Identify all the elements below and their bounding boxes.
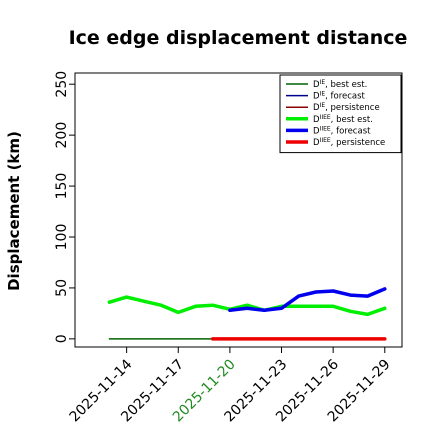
series-line — [107, 295, 387, 317]
legend-box — [279, 74, 402, 154]
y-tick-label: 50 — [54, 279, 70, 297]
series-layer — [107, 287, 387, 341]
legend-label: DIIEE, best est. — [313, 114, 373, 125]
legend-label: DIIEE, forecast — [313, 125, 371, 136]
y-tick-label: 100 — [54, 224, 70, 251]
y-axis-label: Displacement (km) — [5, 131, 23, 291]
legend-label: DIE, forecast — [313, 91, 366, 102]
series-line — [228, 287, 387, 313]
y-axis: 0 50 100 150 200 250 — [54, 71, 75, 343]
chart-title: Ice edge displacement distance — [69, 27, 408, 49]
y-tick-label: 250 — [54, 71, 70, 98]
legend-label: DIE, best est. — [313, 79, 367, 90]
y-tick-label: 0 — [54, 334, 70, 343]
plot-frame — [74, 72, 403, 348]
y-tick-label: 150 — [54, 173, 70, 200]
x-axis: 2025-11-142025-11-172025-11-202025-11-23… — [67, 347, 394, 425]
legend-label: DIE, persistence — [313, 102, 380, 113]
legend-label: DIIEE, persistence — [313, 137, 385, 148]
y-tick-label: 200 — [54, 122, 70, 149]
